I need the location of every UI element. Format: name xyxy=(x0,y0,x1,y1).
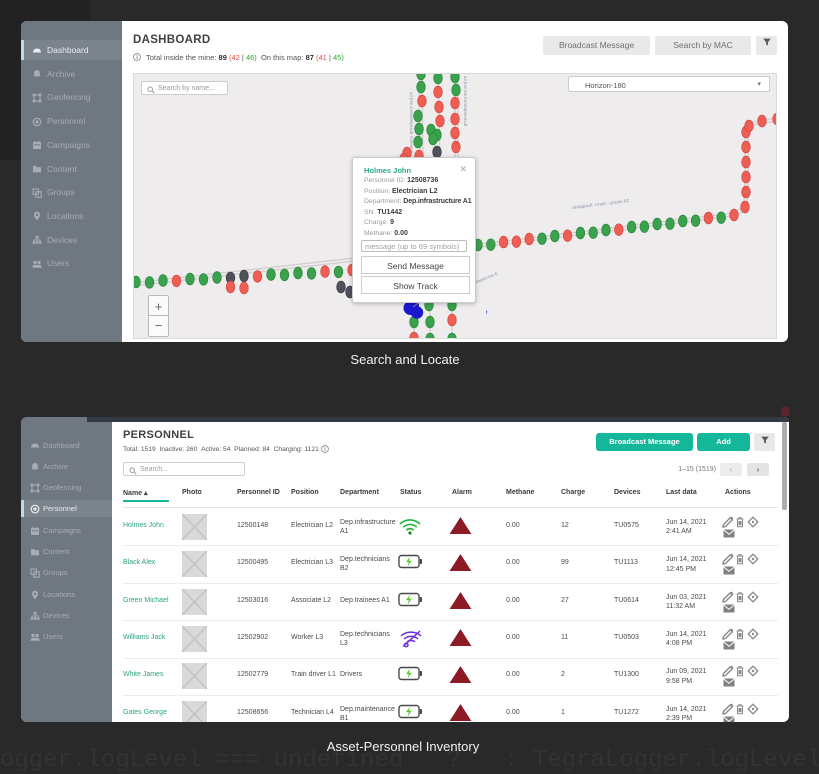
svg-text:западный откат. штрек А2: западный откат. штрек А2 xyxy=(571,197,629,210)
svg-text:t: t xyxy=(486,310,488,316)
svg-text:штрек вентиляционный: штрек вентиляционный xyxy=(463,76,469,127)
svg-text:штрек конвейерный полевой: штрек конвейерный полевой xyxy=(409,92,415,154)
